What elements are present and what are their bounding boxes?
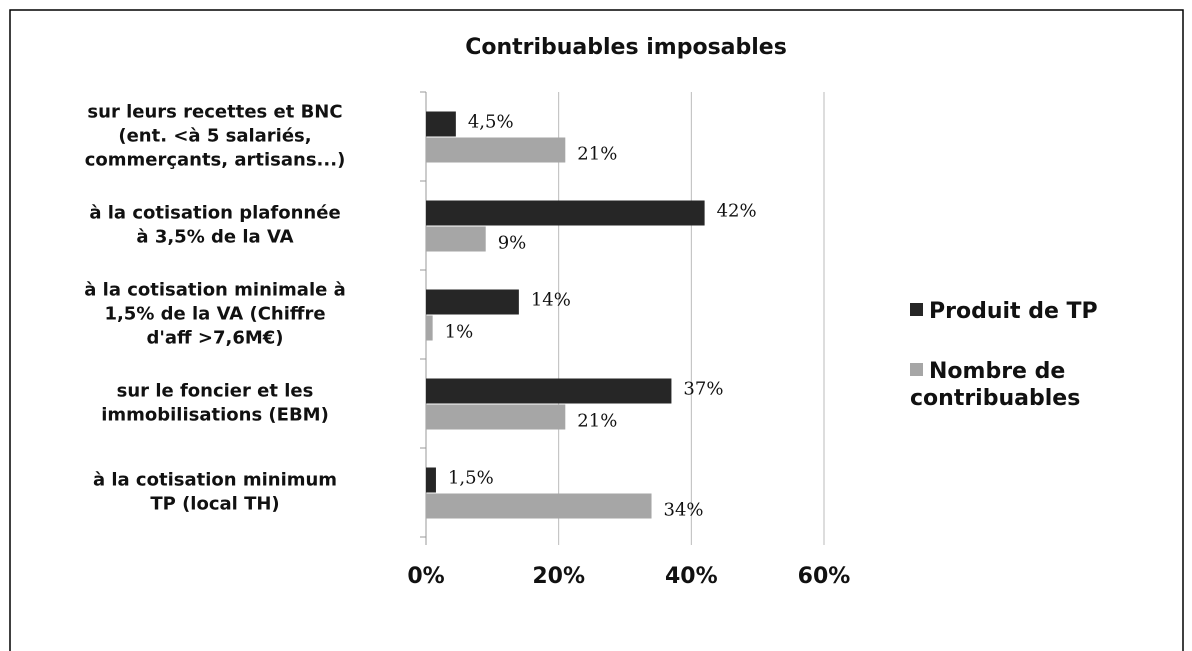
- legend-swatch: [910, 363, 923, 376]
- legend-label: Nombre de contribuables: [910, 359, 1081, 411]
- category-label: à la cotisation plafonnée: [89, 203, 340, 224]
- bar: [426, 315, 433, 341]
- data-label: 37%: [683, 379, 723, 400]
- category-label: sur leurs recettes et BNC: [87, 102, 342, 123]
- category-label: à 3,5% de la VA: [136, 227, 293, 248]
- legend-label: Produit de TP: [929, 299, 1098, 324]
- bar: [426, 289, 519, 315]
- category-label: immobilisations (EBM): [101, 405, 329, 426]
- data-label: 21%: [577, 144, 617, 165]
- category-label: TP (local TH): [150, 494, 279, 515]
- category-label: d'aff >7,6M€): [146, 328, 283, 349]
- bar: [426, 226, 486, 252]
- bar: [426, 404, 566, 430]
- data-label: 4,5%: [468, 112, 514, 133]
- bar: [426, 378, 672, 404]
- x-tick-label: 0%: [407, 564, 444, 589]
- frame: [9, 9, 1184, 651]
- x-tick-label: 40%: [665, 564, 718, 589]
- x-tick-label: 20%: [532, 564, 585, 589]
- bar: [426, 111, 456, 137]
- x-tick-label: 60%: [798, 564, 851, 589]
- category-label: (ent. <à 5 salariés,: [118, 126, 311, 147]
- data-label: 14%: [531, 290, 571, 311]
- data-label: 1,5%: [448, 468, 494, 489]
- data-label: 42%: [717, 201, 757, 222]
- bar: [426, 467, 436, 493]
- legend-item: Produit de TP: [910, 298, 1150, 325]
- legend-item: Nombre de contribuables: [910, 358, 1150, 412]
- category-label: commerçants, artisans...): [85, 150, 346, 171]
- category-label: 1,5% de la VA (Chiffre: [104, 304, 325, 325]
- category-label: à la cotisation minimum: [93, 470, 337, 491]
- chart-title: Contribuables imposables: [465, 35, 787, 60]
- data-label: 34%: [664, 500, 704, 521]
- data-label: 21%: [577, 411, 617, 432]
- legend-swatch: [910, 303, 923, 316]
- category-label: à la cotisation minimale à: [84, 280, 346, 301]
- bar: [426, 493, 652, 519]
- bar: [426, 200, 705, 226]
- data-label: 9%: [498, 233, 527, 254]
- data-label: 1%: [445, 322, 474, 343]
- bar: [426, 137, 566, 163]
- category-label: sur le foncier et les: [117, 381, 314, 402]
